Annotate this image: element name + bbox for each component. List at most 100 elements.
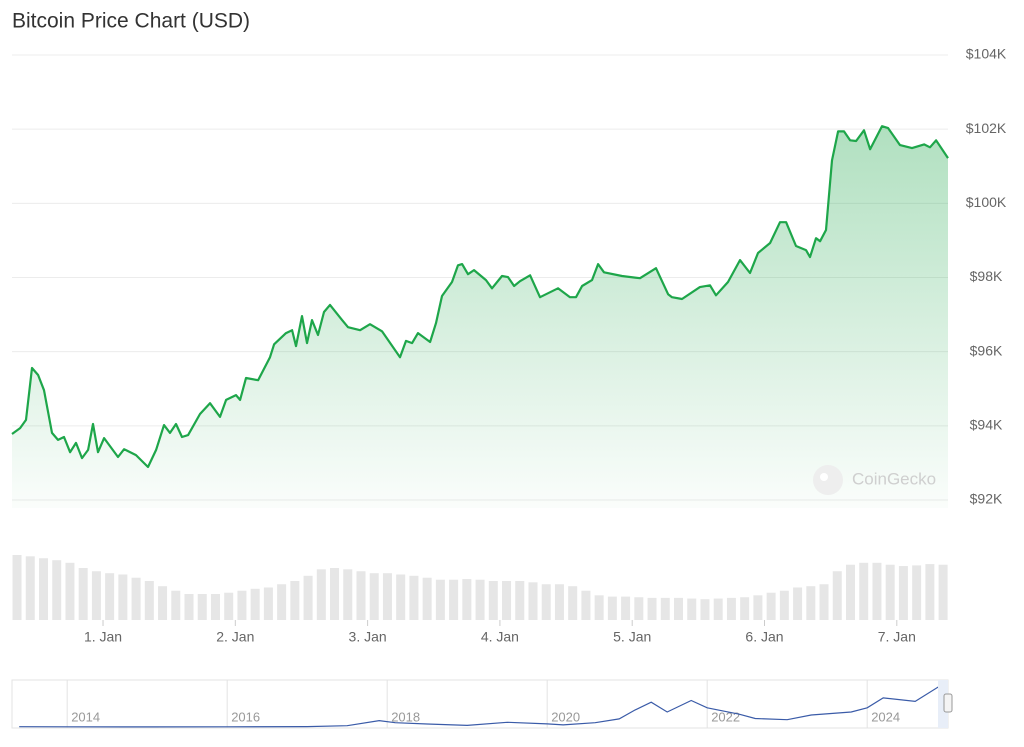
volume-bar bbox=[105, 573, 115, 620]
volume-bar bbox=[449, 579, 459, 620]
volume-bar bbox=[25, 556, 35, 620]
volume-bar bbox=[938, 564, 948, 620]
volume-bar bbox=[687, 598, 697, 620]
volume-bar bbox=[806, 586, 816, 620]
volume-bar bbox=[898, 566, 908, 620]
volume-bar bbox=[210, 594, 220, 620]
volume-bar bbox=[118, 574, 128, 620]
volume-bar bbox=[435, 579, 445, 620]
volume-bar bbox=[621, 596, 631, 620]
navigator-window[interactable] bbox=[938, 680, 948, 728]
price-line bbox=[11, 125, 949, 469]
volume-bar bbox=[422, 577, 432, 620]
volume-bar bbox=[462, 579, 472, 620]
watermark-logo bbox=[813, 465, 843, 495]
volume-bar bbox=[38, 558, 48, 620]
volume-bar bbox=[290, 581, 300, 620]
x-tick-label: 2024 bbox=[871, 709, 900, 724]
volume-bar bbox=[78, 568, 88, 620]
volume-bar bbox=[277, 584, 287, 620]
navigator-line bbox=[19, 683, 949, 728]
y-tick-label: $96K bbox=[970, 342, 1003, 358]
volume-bar bbox=[541, 584, 551, 620]
volume-bar bbox=[316, 569, 326, 620]
volume-bar bbox=[740, 597, 750, 620]
volume-bar bbox=[845, 564, 855, 620]
navigator-handle[interactable] bbox=[943, 693, 953, 713]
volume-bar bbox=[343, 569, 353, 620]
volume-bar bbox=[515, 581, 525, 620]
x-tick-label: 6. Jan bbox=[745, 629, 783, 645]
volume-bar bbox=[832, 571, 842, 620]
volume-bar bbox=[303, 575, 313, 620]
volume-bar bbox=[224, 592, 234, 620]
y-tick-label: $104K bbox=[966, 46, 1007, 62]
y-tick-label: $92K bbox=[970, 491, 1003, 507]
y-tick-label: $98K bbox=[970, 268, 1003, 284]
volume-bar bbox=[885, 564, 895, 620]
volume-bar bbox=[171, 590, 181, 620]
navigator-frame bbox=[11, 679, 949, 729]
price-area bbox=[12, 126, 948, 508]
volume-bar bbox=[607, 596, 617, 620]
volume-bar bbox=[925, 564, 935, 620]
x-tick-label: 2020 bbox=[551, 709, 580, 724]
y-tick-label: $100K bbox=[966, 194, 1007, 210]
volume-bar bbox=[263, 587, 273, 620]
y-tick-label: $102K bbox=[966, 120, 1007, 136]
chart-title: Bitcoin Price Chart (USD) bbox=[12, 10, 250, 33]
volume-bar bbox=[91, 571, 101, 620]
volume-bar bbox=[237, 590, 247, 620]
volume-bar bbox=[872, 562, 882, 620]
volume-bar bbox=[250, 588, 260, 620]
volume-bar bbox=[859, 562, 869, 620]
volume-bar bbox=[819, 584, 829, 620]
watermark-logo-eye bbox=[820, 473, 828, 481]
x-tick-label: 2014 bbox=[71, 709, 100, 724]
volume-bar bbox=[502, 581, 512, 620]
volume-bar bbox=[382, 573, 392, 620]
volume-bar bbox=[793, 587, 803, 620]
volume-bar bbox=[396, 574, 406, 620]
x-tick-label: 7. Jan bbox=[878, 629, 916, 645]
volume-bar bbox=[594, 595, 604, 620]
volume-bar bbox=[779, 590, 789, 620]
watermark: CoinGecko bbox=[813, 465, 936, 495]
volume-bar bbox=[369, 573, 379, 620]
volume-bar bbox=[475, 579, 485, 620]
y-tick-label: $94K bbox=[970, 417, 1003, 433]
volume-bar bbox=[131, 577, 141, 620]
volume-bar bbox=[753, 595, 763, 620]
volume-bar bbox=[660, 597, 670, 620]
volume-bar bbox=[713, 598, 723, 620]
x-tick-label: 2016 bbox=[231, 709, 260, 724]
x-tick-label: 3. Jan bbox=[349, 629, 387, 645]
volume-bar bbox=[158, 586, 168, 620]
x-tick-label: 4. Jan bbox=[481, 629, 519, 645]
volume-bar bbox=[581, 590, 591, 620]
volume-bar bbox=[52, 560, 62, 620]
x-tick-label: 2. Jan bbox=[216, 629, 254, 645]
volume-bar bbox=[726, 597, 736, 620]
volume-bar bbox=[65, 562, 75, 620]
volume-bar bbox=[568, 586, 578, 620]
volume-bar bbox=[356, 571, 366, 620]
volume-bar bbox=[912, 565, 922, 620]
x-tick-label: 5. Jan bbox=[613, 629, 651, 645]
volume-bar bbox=[330, 568, 340, 620]
plot-layer: $92K $94K $96K $98K $100K $102K $104K 1. Jan 2. … bbox=[11, 46, 1007, 728]
volume-bar bbox=[766, 592, 776, 620]
volume-bar bbox=[197, 594, 207, 620]
volume-bar bbox=[144, 581, 154, 620]
volume-bar bbox=[554, 584, 564, 620]
volume-bar bbox=[12, 555, 22, 620]
watermark-text: CoinGecko bbox=[852, 469, 936, 488]
volume-bar bbox=[528, 582, 538, 620]
x-tick-label: 2018 bbox=[391, 709, 420, 724]
volume-bar bbox=[409, 575, 419, 620]
volume-bar bbox=[488, 581, 498, 620]
volume-bar bbox=[184, 594, 194, 620]
volume-bar bbox=[634, 597, 644, 620]
volume-bar bbox=[674, 597, 684, 620]
